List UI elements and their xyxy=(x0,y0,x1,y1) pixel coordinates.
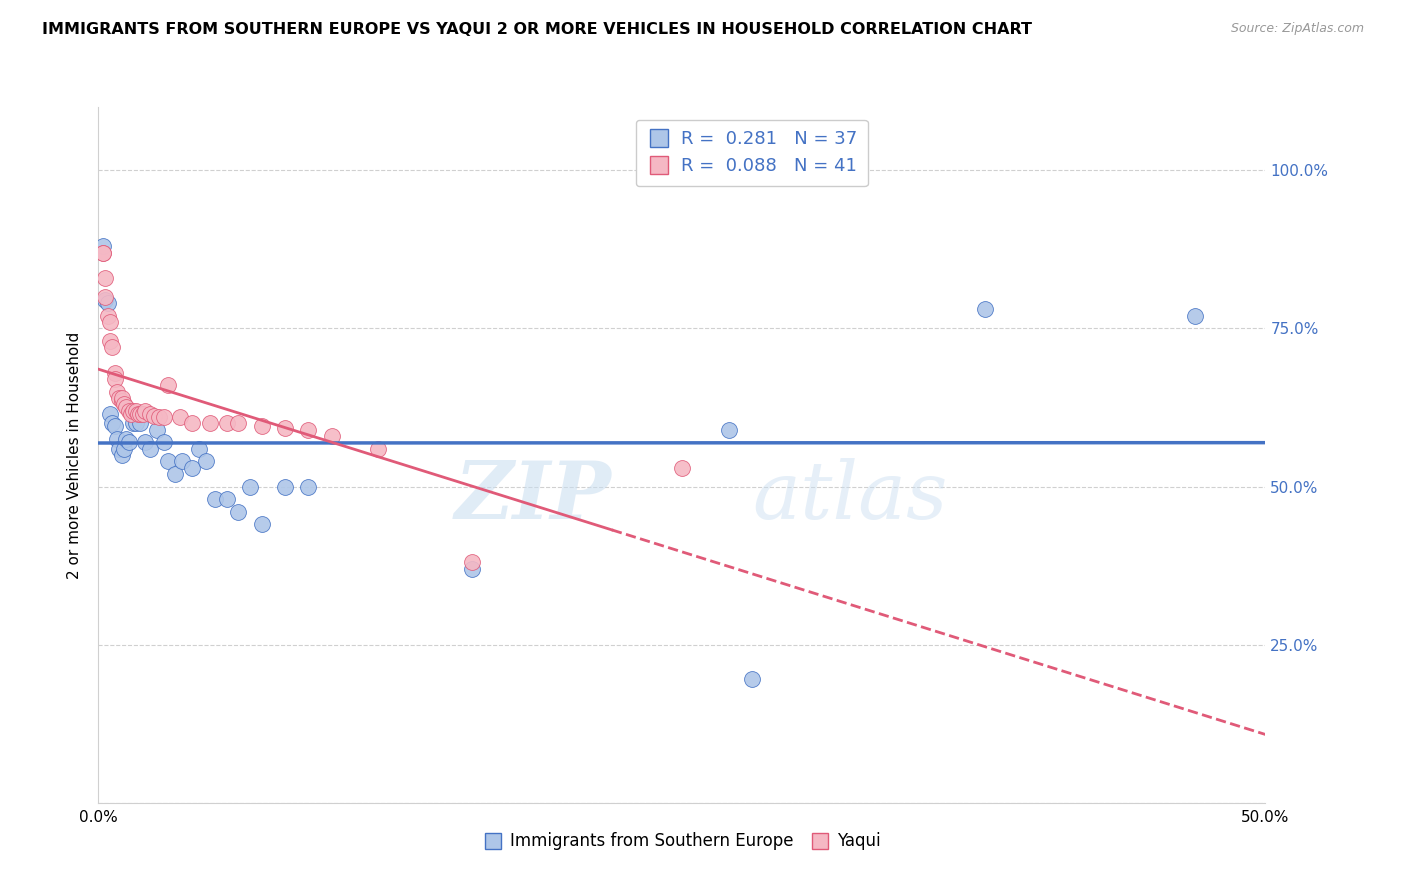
Point xyxy=(91,245,114,260)
Point xyxy=(187,442,209,456)
Y-axis label: 2 or more Vehicles in Household: 2 or more Vehicles in Household xyxy=(67,331,83,579)
Point xyxy=(115,432,138,446)
Point xyxy=(105,432,128,446)
Point xyxy=(97,296,120,310)
Text: ZIP: ZIP xyxy=(456,458,612,535)
Point xyxy=(215,492,238,507)
Point xyxy=(129,417,152,431)
Point xyxy=(118,403,141,417)
Point xyxy=(118,435,141,450)
Point xyxy=(172,454,194,468)
Point xyxy=(274,421,297,435)
Point xyxy=(148,409,170,424)
Point xyxy=(122,403,145,417)
Point xyxy=(127,407,149,421)
Point xyxy=(134,403,156,417)
Point xyxy=(157,378,180,392)
Point xyxy=(671,460,693,475)
Point xyxy=(297,479,319,493)
Point xyxy=(125,417,148,431)
Point xyxy=(97,309,120,323)
Point xyxy=(367,442,389,456)
Point xyxy=(115,401,138,415)
Point xyxy=(239,479,262,493)
Point xyxy=(250,418,273,433)
Point xyxy=(120,407,142,421)
Point xyxy=(91,245,114,260)
Point xyxy=(104,419,127,434)
Point xyxy=(741,673,763,687)
Point xyxy=(146,423,169,437)
Point xyxy=(101,417,124,431)
Point xyxy=(122,417,145,431)
Point xyxy=(228,417,250,431)
Point xyxy=(104,366,127,380)
Point xyxy=(104,372,127,386)
Point xyxy=(111,448,134,462)
Point xyxy=(108,442,131,456)
Point xyxy=(101,340,124,354)
Point xyxy=(111,391,134,405)
Point xyxy=(180,417,202,431)
Point xyxy=(94,293,117,307)
Point xyxy=(94,290,117,304)
Point xyxy=(134,435,156,450)
Point xyxy=(974,302,997,317)
Point xyxy=(250,517,273,532)
Point xyxy=(94,270,117,285)
Point xyxy=(717,423,740,437)
Text: atlas: atlas xyxy=(752,458,948,535)
Point xyxy=(152,435,174,450)
Point xyxy=(274,479,297,493)
Point xyxy=(461,562,484,576)
Point xyxy=(132,407,155,421)
Point xyxy=(180,460,202,475)
Point xyxy=(125,403,148,417)
Text: IMMIGRANTS FROM SOUTHERN EUROPE VS YAQUI 2 OR MORE VEHICLES IN HOUSEHOLD CORRELA: IMMIGRANTS FROM SOUTHERN EUROPE VS YAQUI… xyxy=(42,22,1032,37)
Point xyxy=(98,334,121,348)
Point xyxy=(204,492,226,507)
Point xyxy=(105,384,128,399)
Point xyxy=(112,442,135,456)
Point xyxy=(129,407,152,421)
Point xyxy=(194,454,217,468)
Point xyxy=(157,454,180,468)
Point xyxy=(91,239,114,253)
Point xyxy=(143,409,166,423)
Point xyxy=(111,394,134,409)
Point xyxy=(200,417,222,431)
Point xyxy=(169,409,191,424)
Text: Source: ZipAtlas.com: Source: ZipAtlas.com xyxy=(1230,22,1364,36)
Point xyxy=(297,423,319,437)
Point xyxy=(152,409,174,424)
Point xyxy=(139,407,162,421)
Point xyxy=(215,417,238,431)
Point xyxy=(165,467,187,481)
Point xyxy=(98,407,121,421)
Point xyxy=(139,442,162,456)
Point xyxy=(108,391,131,405)
Point xyxy=(321,429,343,443)
Legend: Immigrants from Southern Europe, Yaqui: Immigrants from Southern Europe, Yaqui xyxy=(477,826,887,857)
Point xyxy=(112,397,135,411)
Point xyxy=(1184,309,1206,323)
Point xyxy=(228,505,250,519)
Point xyxy=(98,315,121,329)
Point xyxy=(461,556,484,570)
